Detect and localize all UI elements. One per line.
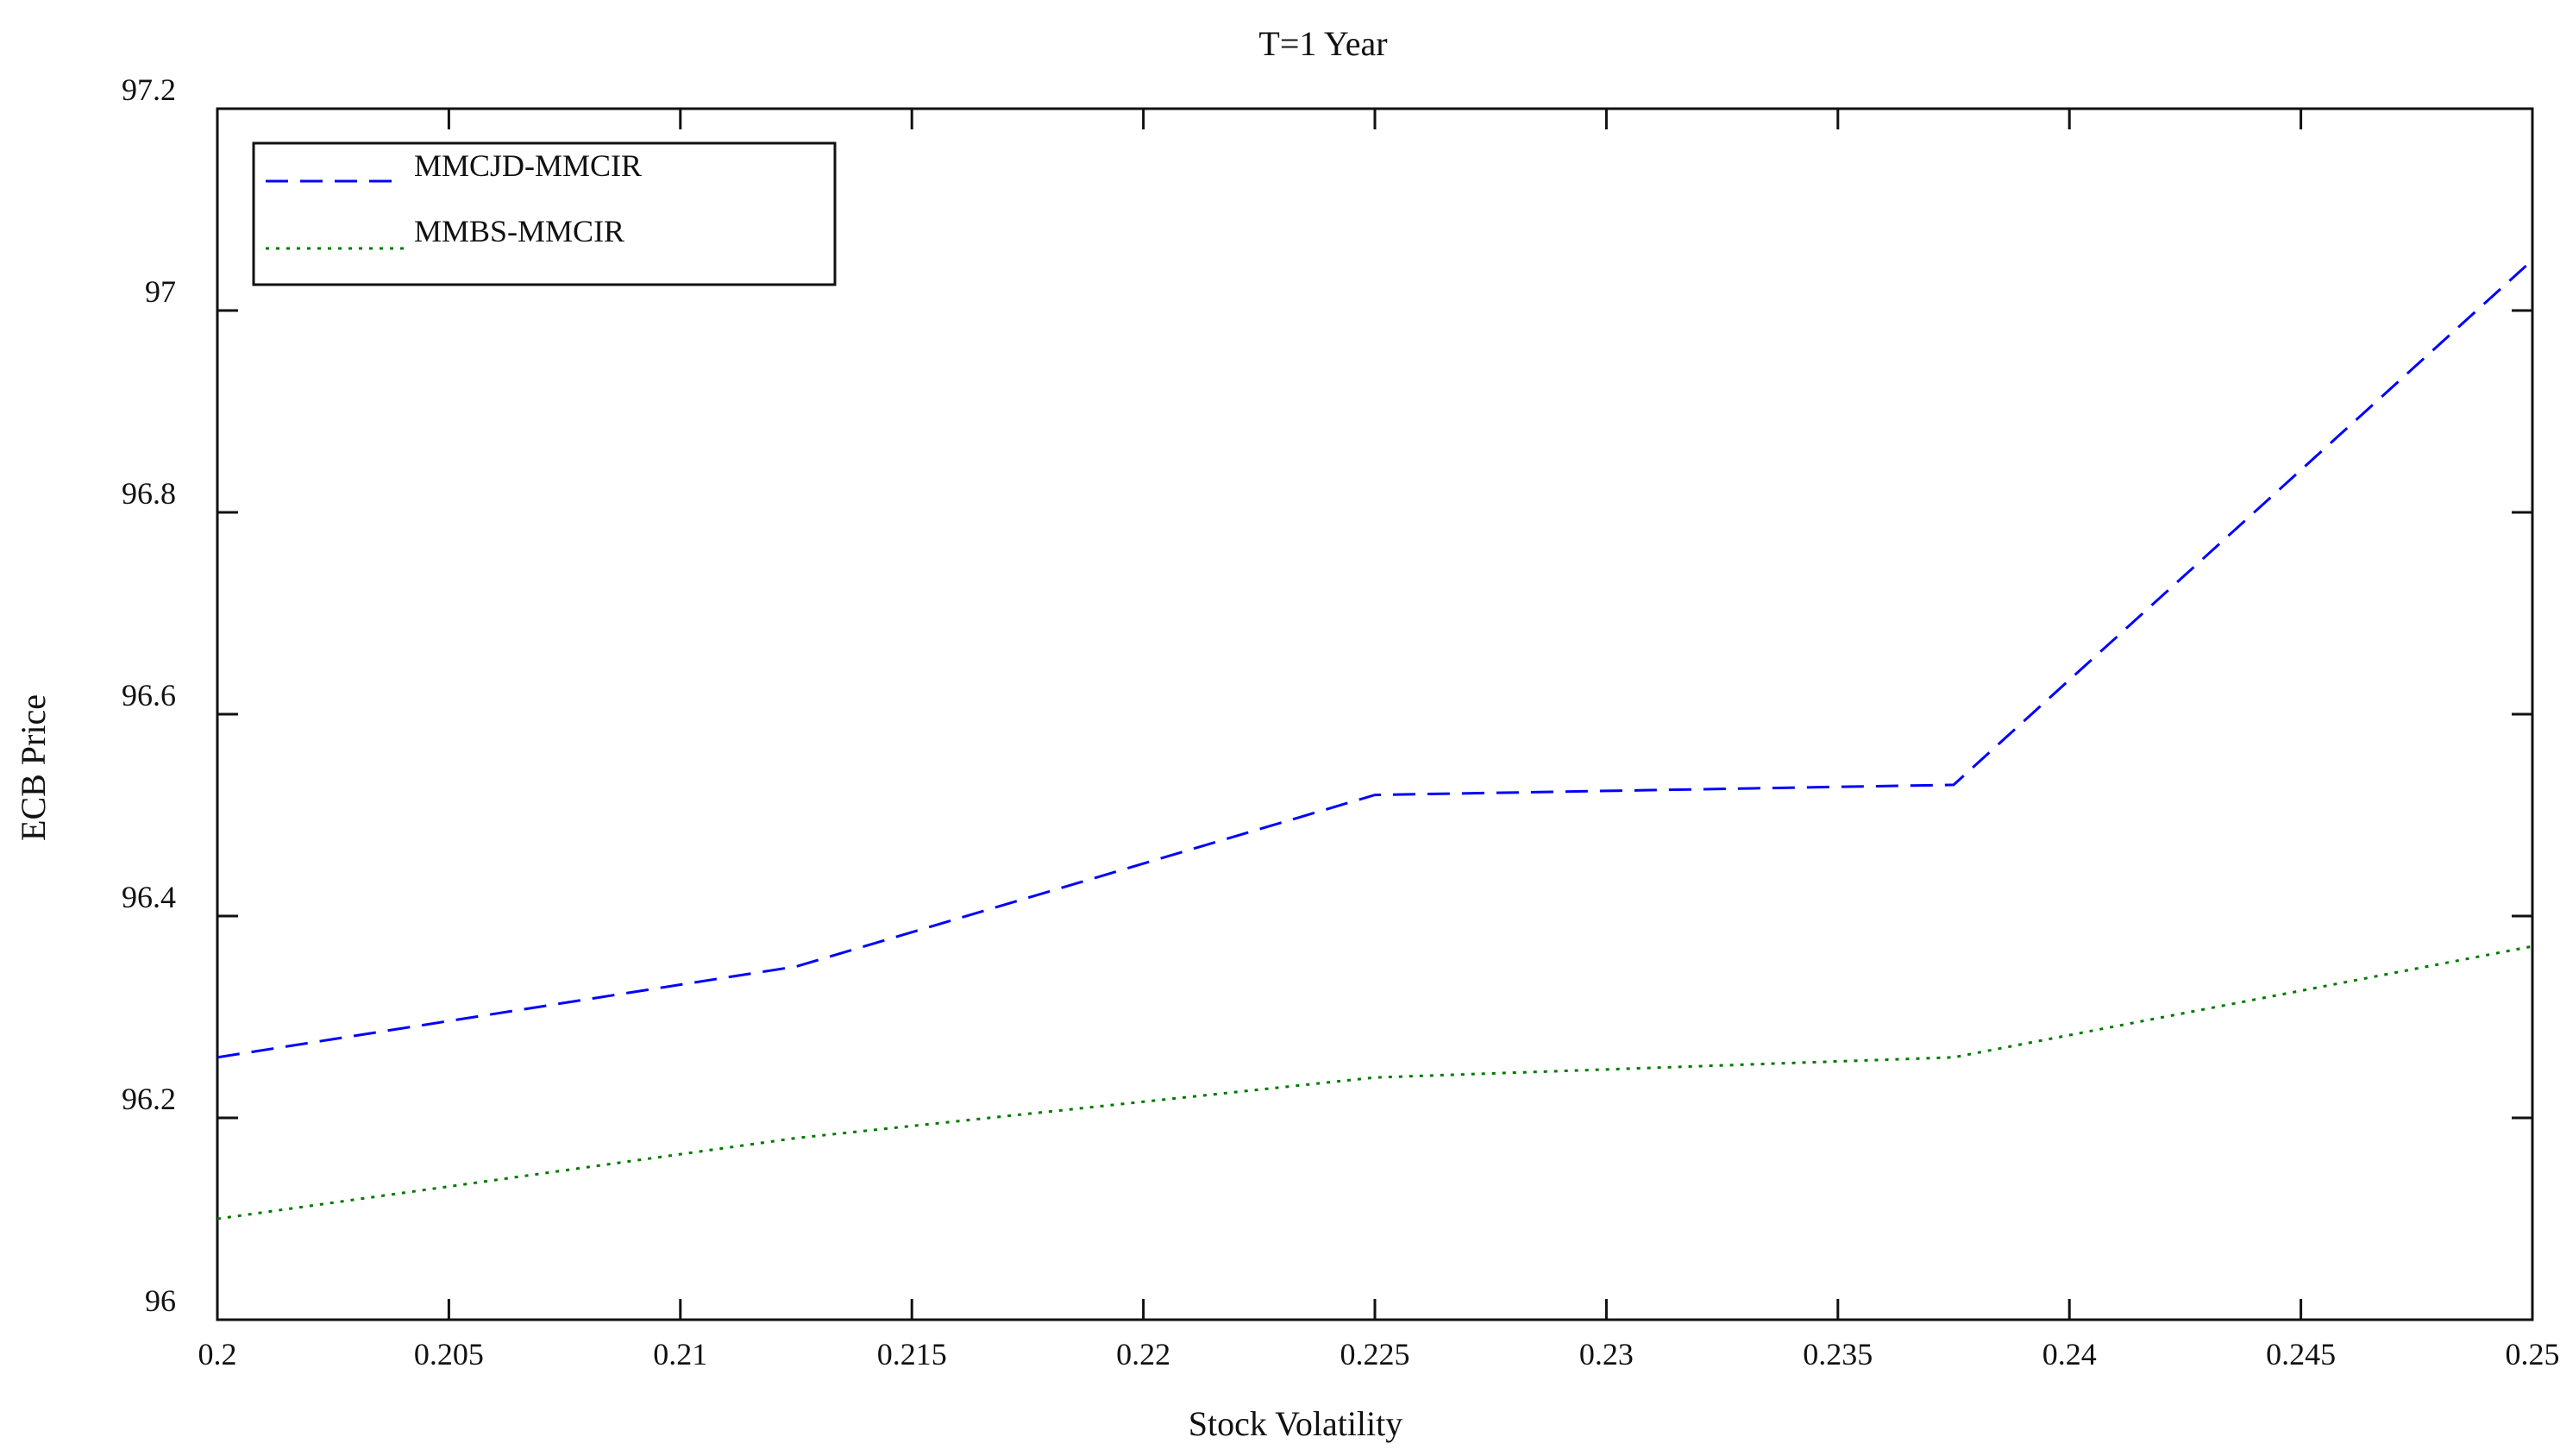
x-tick-label: 0.225	[1340, 1337, 1410, 1371]
y-tick-label: 96.2	[122, 1082, 176, 1116]
chart-title: T=1 Year	[1258, 24, 1387, 63]
y-axis-ticks: 96 96.2 96.4 96.6 96.8 97 97.2	[122, 72, 2532, 1321]
legend-label-mmbs-mmcir: MMBS-MMCIR	[414, 214, 624, 248]
y-tick-label: 97.2	[122, 72, 176, 107]
y-tick-label: 97	[145, 274, 176, 309]
x-tick-label: 0.215	[877, 1337, 947, 1371]
x-tick-label: 0.21	[653, 1337, 707, 1371]
x-tick-label: 0.22	[1116, 1337, 1170, 1371]
y-tick-label: 96.8	[122, 476, 176, 511]
x-tick-label: 0.245	[2266, 1337, 2336, 1371]
x-tick-label: 0.2	[198, 1337, 237, 1371]
y-tick-label: 96.4	[122, 880, 176, 914]
x-tick-label: 0.235	[1803, 1337, 1873, 1371]
x-axis-ticks: 0.2 0.205 0.21 0.215 0.22 0.225 0.23 0.235 0.24 0…	[198, 109, 2560, 1371]
series-line-mmbs-mmcir	[216, 945, 2533, 1221]
legend-label-mmcjd-mmcir: MMCJD-MMCIR	[414, 148, 642, 183]
x-tick-label: 0.24	[2042, 1337, 2097, 1371]
legend: MMCJD-MMCIR MMBS-MMCIR	[252, 141, 837, 286]
series-layer	[216, 259, 2534, 1221]
y-axis-title: ECB Price	[14, 694, 53, 841]
plot-area: 0.2 0.205 0.21 0.215 0.22 0.225 0.23 0.235 0.24 0…	[122, 72, 2560, 1371]
y-tick-label: 96.6	[122, 678, 176, 712]
plot-frame	[216, 107, 2534, 1321]
series-line-mmcjd-mmcir	[216, 259, 2534, 1059]
x-tick-label: 0.23	[1579, 1337, 1634, 1371]
x-axis-title: Stock Volatility	[1189, 1404, 1403, 1443]
x-tick-label: 0.205	[414, 1337, 484, 1371]
y-tick-label: 96	[145, 1283, 176, 1318]
legend-box	[252, 141, 837, 286]
x-tick-label: 0.25	[2506, 1337, 2560, 1371]
